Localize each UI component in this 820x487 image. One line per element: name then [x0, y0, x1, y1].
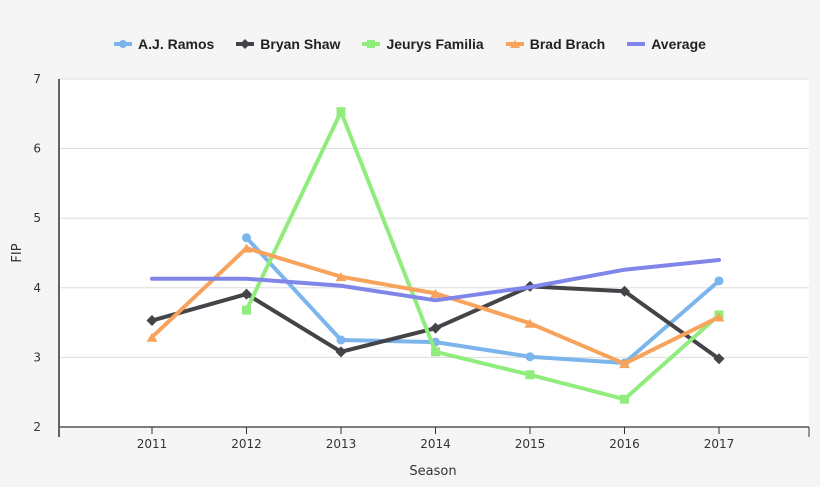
y-tick-label: 6	[33, 142, 41, 156]
diamond-marker	[430, 322, 441, 334]
legend-label: Average	[651, 36, 706, 52]
diamond-glyph	[240, 39, 251, 49]
square-glyph	[367, 40, 376, 48]
series-bryan-shaw	[146, 280, 725, 365]
diamond-marker	[713, 353, 725, 365]
y-tick-label: 2	[33, 420, 41, 434]
x-axis-title: Season	[409, 464, 456, 479]
circle-marker	[242, 233, 251, 243]
x-tick-label: 2015	[515, 437, 546, 451]
legend-item-average[interactable]: Average	[627, 36, 706, 52]
circle-marker	[336, 335, 346, 345]
series-average	[150, 257, 721, 303]
square-marker	[431, 347, 440, 357]
circle-glyph	[119, 40, 128, 48]
square-icon	[362, 40, 381, 48]
series-line	[150, 257, 721, 303]
x-tick-label: 2016	[609, 437, 640, 451]
x-tick-label: 2012	[231, 437, 262, 451]
triangle-glyph	[509, 40, 520, 48]
series-line	[244, 109, 721, 402]
diamond-marker	[335, 346, 347, 358]
square-marker	[620, 394, 629, 404]
x-tick-label: 2013	[326, 437, 357, 451]
legend-label: Brad Brach	[529, 36, 606, 52]
legend-label: Jeurys Familia	[386, 36, 484, 52]
triangle-marker	[619, 359, 630, 369]
line-icon	[627, 42, 646, 46]
gridlines	[59, 78, 809, 358]
triangle-marker	[524, 318, 536, 328]
y-tick-label: 7	[33, 72, 41, 86]
diamond-icon	[236, 39, 255, 49]
square-marker	[336, 107, 346, 117]
series-line	[244, 235, 721, 365]
circle-marker	[525, 352, 535, 362]
plot-background	[59, 79, 809, 427]
axes: 2 3 4 5 6 7 2011 2012 2013 2014 2015 2016 2017	[33, 72, 810, 451]
triangle-marker	[430, 288, 441, 298]
legend-item-jeurys-familia[interactable]: Jeurys Familia	[362, 36, 484, 52]
square-marker	[242, 305, 251, 315]
x-tick-label: 2017	[704, 437, 735, 451]
y-axis-title: FIP	[10, 243, 25, 262]
y-tick-label: 4	[33, 281, 41, 295]
legend-item-a-j-ramos[interactable]: A.J. Ramos	[114, 36, 214, 52]
x-tick-label: 2011	[137, 437, 168, 451]
legend-label: A.J. Ramos	[138, 36, 215, 52]
y-tick-label: 3	[33, 350, 41, 364]
circle-icon	[114, 40, 133, 48]
square-marker	[525, 370, 535, 380]
diamond-marker	[241, 288, 252, 300]
triangle-marker	[335, 272, 347, 282]
triangle-marker	[713, 312, 725, 322]
y-tick-label: 5	[33, 211, 41, 225]
legend-item-brad-brach[interactable]: Brad Brach	[505, 36, 606, 52]
chart-legend: A.J. Ramos Bryan Shaw Jeurys Familia Brad B…	[0, 36, 820, 52]
legend-label: Bryan Shaw	[260, 36, 341, 52]
triangle-icon	[505, 40, 524, 48]
plot-area	[59, 79, 809, 427]
circle-marker	[714, 276, 724, 286]
series-brad-brach	[146, 243, 725, 369]
triangle-marker	[241, 243, 252, 253]
diamond-marker	[619, 285, 630, 297]
series-lines	[146, 107, 725, 404]
x-tick-label: 2014	[420, 437, 451, 451]
diamond-marker	[146, 315, 158, 327]
legend-item-bryan-shaw[interactable]: Bryan Shaw	[236, 36, 340, 52]
triangle-marker	[146, 332, 158, 342]
